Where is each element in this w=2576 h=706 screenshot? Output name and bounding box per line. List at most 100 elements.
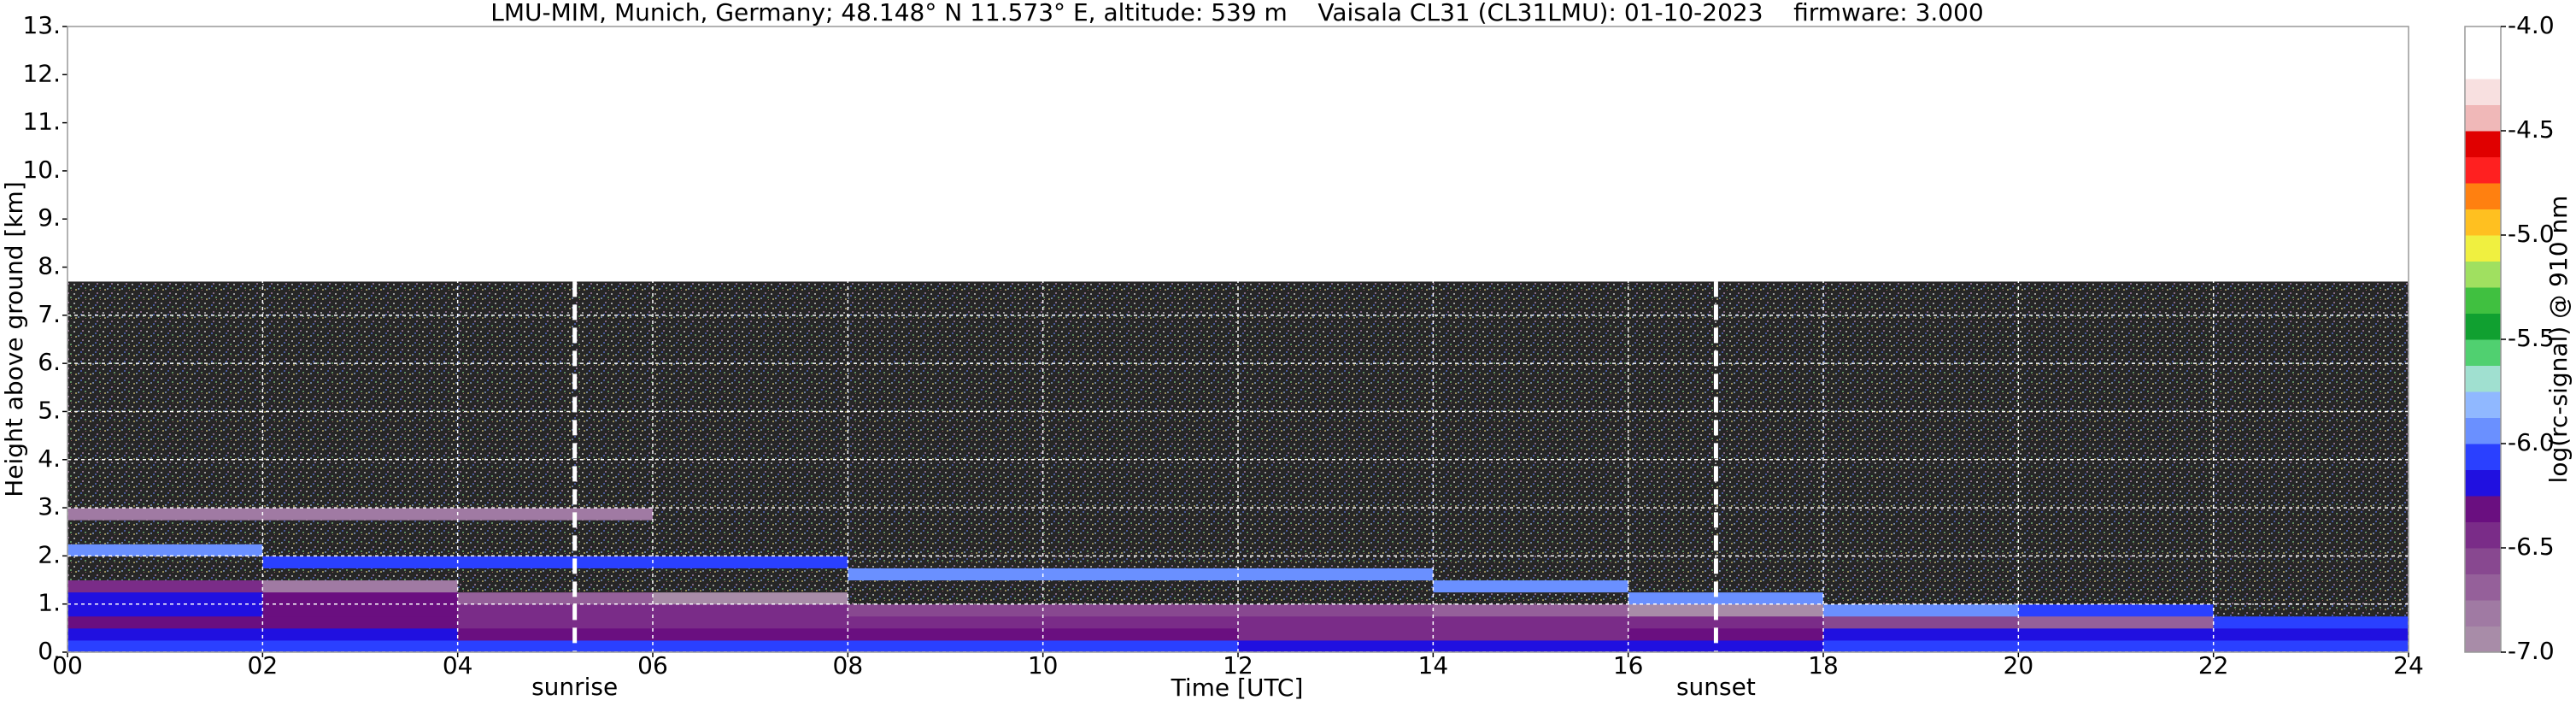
noise-texture [2213, 363, 2409, 412]
noise-texture [2213, 315, 2409, 364]
noise-texture [653, 568, 848, 581]
colorbar-tick-label: -7.0 [2508, 637, 2555, 665]
noise-texture [67, 520, 263, 532]
colorbar-band [2465, 183, 2501, 209]
heatmap-cell [262, 639, 459, 653]
x-tick-label: 02 [248, 651, 279, 680]
heatmap-cell [2213, 639, 2409, 653]
colorbar-tick-label: -5.0 [2508, 220, 2555, 248]
noise-texture [2018, 315, 2215, 364]
noise-texture [262, 281, 459, 316]
y-tick-label: 2. [38, 540, 61, 568]
heatmap-cell [457, 639, 654, 653]
noise-texture [262, 520, 459, 532]
noise-texture [653, 411, 848, 461]
noise-texture [653, 459, 848, 509]
x-tick-label: 08 [833, 651, 864, 680]
noise-texture [1628, 580, 1824, 593]
heatmap-cell [1823, 639, 2019, 653]
x-tick-label: 16 [1613, 651, 1644, 680]
noise-texture [848, 363, 1044, 412]
noise-texture [1042, 556, 1239, 568]
annotation-label: sunrise [531, 673, 618, 701]
heatmap-cell [1238, 603, 1434, 617]
noise-texture [1042, 520, 1239, 532]
colorbar-tick-label: -5.5 [2508, 324, 2555, 352]
noise-texture [1238, 591, 1434, 605]
noise-texture [1823, 580, 2019, 593]
colorbar-band [2465, 235, 2501, 262]
heatmap-cell [457, 508, 654, 521]
y-tick-label: 4. [38, 444, 61, 473]
x-tick-label: 10 [1028, 651, 1059, 680]
y-tick-label: 8. [38, 252, 61, 280]
noise-texture [2213, 532, 2409, 544]
heatmap-cell [1433, 627, 1629, 641]
noise-texture [457, 459, 654, 509]
noise-texture [1433, 520, 1629, 532]
colorbar-band [2465, 104, 2501, 132]
noise-texture [1823, 532, 2019, 544]
noise-texture [1823, 315, 2019, 364]
noise-texture [1238, 363, 1434, 412]
noise-texture [457, 315, 654, 364]
noise-texture [2213, 591, 2409, 605]
noise-texture [1433, 363, 1629, 412]
heatmap-cell [67, 591, 263, 605]
heatmap-cell [457, 556, 654, 568]
noise-texture [1433, 508, 1629, 521]
colorbar-band [2465, 521, 2501, 549]
noise-texture [67, 411, 263, 461]
noise-texture [848, 281, 1044, 316]
heatmap-cell [457, 615, 654, 629]
heatmap-cell [1628, 615, 1824, 629]
noise-texture [653, 508, 848, 521]
y-tick-label: 6. [38, 348, 61, 376]
noise-texture [653, 544, 848, 556]
noise-texture [2018, 556, 2215, 568]
colorbar-band [2465, 339, 2501, 366]
heatmap-cell [848, 603, 1044, 617]
noise-texture [1433, 544, 1629, 556]
noise-texture [2213, 603, 2409, 617]
noise-texture [1433, 315, 1629, 364]
heatmap-cell [848, 639, 1044, 653]
colorbar-tick-label: -6.0 [2508, 428, 2555, 456]
noise-texture [1433, 556, 1629, 568]
colorbar-band [2465, 417, 2501, 444]
noise-texture [67, 459, 263, 509]
heatmap-cell [2018, 603, 2215, 617]
x-tick-label: 20 [2004, 651, 2034, 680]
y-tick-label: 0. [38, 637, 61, 665]
noise-texture [1433, 591, 1629, 605]
heatmap-cell [2018, 615, 2215, 629]
noise-texture [1823, 281, 2019, 316]
noise-texture [457, 568, 654, 581]
x-tick-label: 12 [1223, 651, 1253, 680]
heatmap-cell [1238, 639, 1434, 653]
colorbar-band [2465, 209, 2501, 236]
heatmap-cell [1042, 615, 1239, 629]
heatmap-cell [1628, 627, 1824, 641]
noise-texture [2018, 591, 2215, 605]
heatmap-cell [262, 580, 459, 593]
colorbar-band [2465, 156, 2501, 184]
annotation-label: sunset [1676, 673, 1756, 701]
heatmap-cell [1042, 627, 1239, 641]
heatmap-cell [2213, 627, 2409, 641]
noise-texture [1238, 580, 1434, 593]
colorbar-tick-label: -4.5 [2508, 115, 2555, 144]
noise-texture [1628, 508, 1824, 521]
noise-texture [848, 508, 1044, 521]
noise-texture [1433, 532, 1629, 544]
heatmap-cell [67, 627, 263, 641]
noise-texture [457, 532, 654, 544]
noise-texture [262, 363, 459, 412]
heatmap-cell [2018, 639, 2215, 653]
noise-texture [1238, 544, 1434, 556]
heatmap-cell [653, 627, 848, 641]
noise-texture [1823, 508, 2019, 521]
noise-texture [1042, 580, 1239, 593]
noise-texture [2018, 508, 2215, 521]
